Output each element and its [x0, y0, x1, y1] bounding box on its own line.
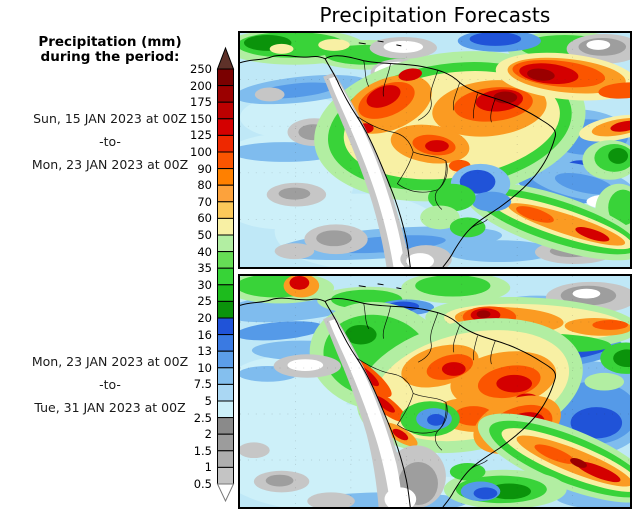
country-borders — [356, 60, 496, 230]
colorbar-cell — [217, 201, 234, 219]
colorbar-cell — [217, 151, 234, 170]
period-2-start: Mon, 23 JAN 2023 at 00Z — [31, 354, 189, 369]
colorbar-tick-label: 16 — [197, 327, 212, 342]
colorbar-tick-label: 13 — [197, 344, 212, 359]
colorbar-cell — [217, 400, 234, 419]
colorbar-cell — [217, 184, 234, 203]
colorbar-tick-label: 60 — [197, 211, 212, 226]
colorbar-tick-label: 20 — [197, 311, 212, 325]
colorbar-tick-label: 80 — [197, 178, 212, 193]
forecast-map-week2-svg — [240, 276, 630, 507]
colorbar-tick-label: 30 — [197, 277, 212, 292]
colorbar-cell — [217, 450, 234, 468]
colorbar-cell — [217, 134, 234, 153]
colorbar-tick-label: 1.5 — [193, 443, 212, 458]
colorbar-tick-label: 1 — [204, 460, 212, 475]
south-green-band — [443, 462, 567, 507]
colorbar-tick-label: 125 — [190, 128, 212, 143]
sacz-band — [477, 342, 630, 503]
colorbar-cell — [217, 433, 234, 452]
colorbar-tick-label: 200 — [190, 78, 212, 93]
coastline — [240, 40, 556, 267]
period-1-start: Sun, 15 JAN 2023 at 00Z — [33, 111, 187, 126]
colorbar-cell — [217, 367, 234, 385]
period-2-label: Mon, 23 JAN 2023 at 00Z -to- Tue, 31 JAN… — [8, 354, 212, 423]
colorbar-cell — [217, 234, 234, 253]
colorbar-tick-label: 2.5 — [193, 410, 212, 425]
page-title: Precipitation Forecasts — [319, 3, 551, 27]
northeast-warm-band — [495, 52, 630, 236]
amazon-rain-core — [314, 51, 586, 202]
colorbar-tick-label: 0.5 — [193, 477, 212, 491]
colorbar-cell — [217, 317, 234, 336]
colorbar-tick-label: 175 — [190, 95, 212, 110]
period-2-separator: -to- — [99, 377, 121, 392]
colorbar-tick-label: 70 — [197, 194, 212, 209]
colorbar-tick-label: 35 — [197, 261, 212, 276]
colorbar-tick-label: 10 — [197, 360, 212, 375]
colorbar-tick-label: 50 — [197, 228, 212, 242]
colorbar-cell — [217, 350, 234, 369]
colorbar-cell — [217, 466, 234, 485]
colorbar-tick-label: 7.5 — [193, 377, 212, 392]
legend-heading-line1: Precipitation (mm) — [38, 34, 182, 50]
legend-heading-line2: during the period: — [40, 49, 180, 65]
period-1-end: Mon, 23 JAN 2023 at 00Z — [31, 157, 189, 172]
colorbar-cell — [217, 101, 234, 120]
south-brazil-wet — [420, 163, 512, 238]
coastline — [240, 283, 556, 507]
dry-gray-patches — [240, 354, 355, 507]
colorbar-tick-label: 25 — [197, 294, 212, 309]
country-borders — [356, 303, 496, 471]
forecast-map-week1-svg — [240, 33, 630, 267]
graticule — [240, 276, 630, 507]
period-2-end: Tue, 31 JAN 2023 at 00Z — [34, 400, 186, 415]
colorbar-tick-label: 40 — [197, 244, 212, 259]
colorbar-below-min-arrow — [216, 483, 235, 503]
forecast-map-week1 — [238, 31, 632, 269]
colorbar-tick-label: 90 — [197, 161, 212, 176]
colorbar-cell — [217, 68, 234, 87]
colorbar-tick-label: 100 — [190, 145, 212, 159]
colorbar-cell — [217, 267, 234, 286]
andes-dry-strip — [323, 72, 452, 267]
colorbar-cell — [217, 417, 234, 435]
legend-heading: Precipitation (mm) during the period: — [8, 35, 212, 65]
colorbar-tick-label: 150 — [190, 111, 212, 126]
colorbar-cell — [217, 217, 234, 236]
itcz-band — [240, 33, 630, 70]
colorbar-tick-label: 250 — [190, 62, 212, 76]
colorbar-tick-label: 5 — [204, 394, 212, 408]
colorbar-above-max-arrow — [216, 46, 235, 70]
colorbar-cell — [217, 251, 234, 269]
colorbar-cell — [217, 168, 234, 186]
colorbar-cell — [217, 284, 234, 302]
colorbar — [216, 46, 235, 503]
colorbar-cell — [217, 383, 234, 402]
graticule — [240, 33, 630, 267]
colorbar-cell — [217, 300, 234, 319]
colorbar-cell — [217, 334, 234, 352]
colorbar-cell — [217, 118, 234, 136]
period-1-label: Sun, 15 JAN 2023 at 00Z -to- Mon, 23 JAN… — [8, 111, 212, 180]
colorbar-cell — [217, 85, 234, 103]
period-1-separator: -to- — [99, 134, 121, 149]
forecast-map-week2 — [238, 274, 632, 509]
colorbar-tick-label: 2 — [204, 427, 212, 442]
